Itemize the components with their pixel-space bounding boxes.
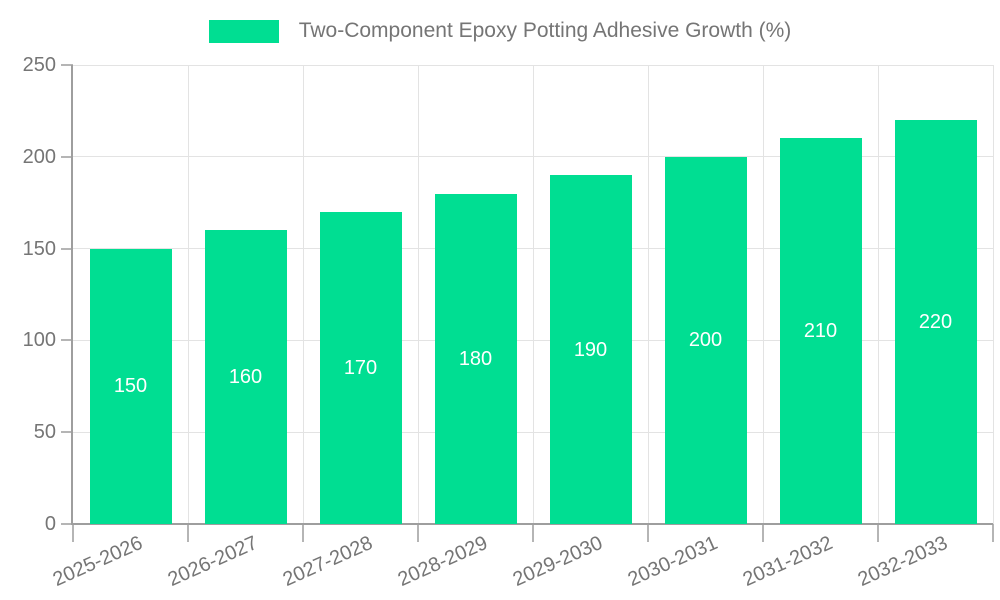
bar-value-label: 170 bbox=[343, 356, 378, 379]
bar[interactable] bbox=[894, 120, 977, 524]
bar[interactable] bbox=[89, 248, 172, 524]
y-tick bbox=[61, 64, 73, 66]
x-tick bbox=[762, 524, 764, 542]
bar-value-label: 220 bbox=[918, 311, 953, 334]
bar[interactable] bbox=[779, 138, 862, 524]
y-tick-label: 250 bbox=[22, 54, 56, 76]
x-tick-label: 2030-2031 bbox=[624, 531, 721, 591]
bar-value-label: 210 bbox=[803, 320, 838, 343]
bar-value-label: 160 bbox=[228, 366, 263, 389]
y-tick-label: 50 bbox=[33, 421, 56, 444]
bar[interactable] bbox=[434, 193, 517, 524]
bar[interactable] bbox=[319, 211, 402, 524]
y-tick-label: 100 bbox=[22, 329, 56, 352]
bar[interactable] bbox=[549, 175, 632, 524]
x-tick bbox=[877, 524, 879, 542]
x-tick-label: 2032-2033 bbox=[854, 531, 951, 591]
legend-item[interactable]: Two-Component Epoxy Potting Adhesive Gro… bbox=[0, 14, 1000, 48]
x-tick bbox=[302, 524, 304, 542]
x-tick-label: 2026-2027 bbox=[164, 531, 261, 591]
bar[interactable] bbox=[204, 230, 287, 524]
x-tick-label: 2028-2029 bbox=[394, 531, 491, 591]
x-tick-label: 2025-2026 bbox=[49, 531, 146, 591]
y-tick-label: 200 bbox=[22, 145, 56, 168]
x-tick bbox=[532, 524, 534, 542]
v-gridline bbox=[302, 65, 304, 524]
v-gridline bbox=[417, 65, 419, 524]
legend-label: Two-Component Epoxy Potting Adhesive Gro… bbox=[298, 19, 792, 42]
x-tick bbox=[187, 524, 189, 542]
x-tick bbox=[992, 524, 994, 542]
y-tick bbox=[61, 155, 73, 158]
bar-value-label: 190 bbox=[573, 338, 608, 361]
bar-value-label: 150 bbox=[113, 375, 148, 398]
v-gridline bbox=[877, 65, 879, 524]
y-tick-label: 150 bbox=[22, 237, 56, 260]
v-gridline bbox=[647, 65, 649, 524]
v-gridline bbox=[532, 65, 534, 524]
y-axis-line bbox=[71, 65, 73, 524]
bar[interactable] bbox=[664, 156, 747, 524]
x-tick-label: 2029-2030 bbox=[509, 531, 606, 591]
bar-value-label: 200 bbox=[688, 329, 723, 352]
y-tick-label: 0 bbox=[44, 513, 56, 535]
x-tick bbox=[647, 524, 649, 542]
y-tick bbox=[61, 247, 73, 250]
v-gridline bbox=[992, 65, 994, 524]
v-gridline bbox=[187, 65, 189, 524]
y-tick bbox=[61, 339, 73, 342]
v-gridline bbox=[762, 65, 764, 524]
x-tick-label: 2027-2028 bbox=[279, 531, 376, 591]
legend-swatch bbox=[208, 19, 279, 43]
y-tick bbox=[61, 523, 73, 525]
x-tick bbox=[72, 524, 74, 542]
y-tick bbox=[61, 431, 73, 434]
x-tick bbox=[417, 524, 419, 542]
x-axis-line bbox=[71, 523, 993, 525]
x-tick-label: 2031-2032 bbox=[739, 531, 836, 591]
bar-value-label: 180 bbox=[458, 347, 493, 370]
